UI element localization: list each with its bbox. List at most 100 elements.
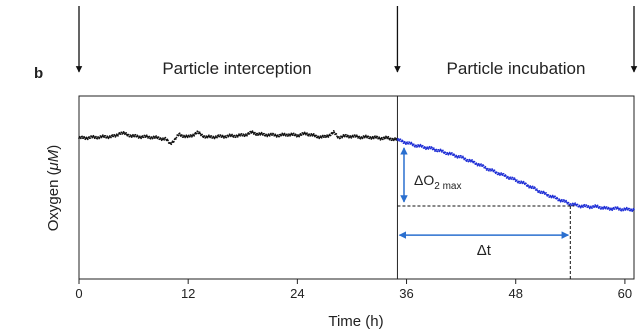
data-point: [501, 174, 504, 177]
data-point: [511, 176, 514, 179]
data-point: [393, 138, 396, 141]
data-point: [556, 197, 559, 200]
data-point: [101, 134, 104, 136]
phase-label-interception: Particle interception: [162, 59, 311, 78]
data-point: [506, 175, 509, 178]
data-point: [335, 133, 338, 135]
data-point: [466, 159, 469, 161]
data-point: [229, 134, 232, 136]
data-point: [517, 181, 520, 184]
data-point: [86, 138, 89, 141]
data-point: [187, 134, 190, 137]
data-point: [365, 134, 367, 137]
data-point: [375, 137, 378, 139]
data-point: [193, 134, 196, 137]
data-point: [236, 136, 239, 138]
data-point: [308, 133, 311, 136]
data-point: [284, 135, 287, 137]
data-point: [262, 134, 264, 136]
data-point: [462, 155, 464, 158]
data-point: [145, 134, 148, 137]
data-point: [376, 135, 379, 138]
data-point: [100, 136, 103, 139]
data-point: [111, 134, 114, 136]
data-point: [199, 132, 202, 135]
data-point: [96, 137, 99, 140]
data-point: [345, 133, 347, 136]
data-point: [554, 195, 557, 198]
data-point: [228, 135, 230, 137]
data-point: [354, 134, 356, 137]
data-point: [395, 139, 398, 141]
data-point: [161, 138, 164, 141]
data-point: [410, 141, 413, 144]
data-point: [315, 134, 318, 137]
data-point: [103, 136, 105, 139]
data-point: [429, 147, 432, 150]
data-point: [182, 136, 185, 138]
data-point: [204, 136, 207, 139]
data-point: [119, 133, 122, 135]
data-point: [403, 140, 406, 143]
data-point: [591, 207, 594, 209]
data-point: [442, 149, 444, 152]
data-point: [277, 134, 279, 136]
data-point: [368, 137, 371, 140]
data-point: [582, 206, 584, 208]
data-point: [286, 133, 288, 136]
y-axis-label-close: ): [45, 145, 62, 150]
data-point: [476, 163, 478, 165]
data-point: [599, 206, 601, 208]
data-point: [611, 209, 614, 212]
data-point: [629, 209, 632, 212]
data-point: [565, 199, 567, 202]
data-point: [201, 133, 203, 136]
data-point: [380, 136, 383, 139]
data-point: [125, 131, 127, 134]
data-point: [117, 135, 119, 137]
data-point: [231, 133, 233, 136]
data-point: [208, 134, 210, 137]
data-point: [551, 194, 554, 197]
data-point: [218, 135, 221, 138]
data-point: [464, 157, 467, 160]
delta-o2-label: ΔO2 max: [414, 172, 461, 192]
data-point: [593, 205, 596, 208]
data-point: [502, 172, 505, 175]
data-point: [197, 130, 199, 133]
data-point: [616, 206, 619, 208]
data-point: [195, 132, 198, 135]
data-point: [329, 134, 332, 137]
data-point: [378, 136, 381, 139]
data-point: [406, 141, 408, 143]
data-point: [633, 208, 635, 211]
data-point: [500, 172, 503, 174]
data-point: [256, 132, 259, 135]
data-point: [379, 138, 382, 141]
data-point: [584, 205, 587, 208]
data-point: [178, 132, 181, 135]
phase-label-incubation: Particle incubation: [447, 59, 586, 78]
data-point: [590, 205, 592, 208]
data-point: [278, 135, 281, 138]
x-tick-label-0: 0: [75, 286, 82, 301]
data-point: [559, 200, 562, 203]
data-point: [167, 139, 169, 142]
data-point: [416, 145, 419, 148]
data-point: [519, 181, 522, 184]
data-point: [239, 134, 242, 137]
data-point: [134, 133, 137, 136]
data-point: [219, 134, 222, 137]
data-point: [456, 157, 459, 159]
data-point: [459, 156, 461, 159]
data-point: [268, 134, 271, 137]
data-point: [432, 147, 435, 149]
data-point: [486, 167, 489, 170]
data-point: [587, 205, 590, 207]
data-point: [258, 132, 261, 135]
data-point: [531, 185, 534, 188]
data-point: [613, 208, 616, 210]
data-point: [264, 134, 267, 137]
data-point: [574, 202, 577, 204]
